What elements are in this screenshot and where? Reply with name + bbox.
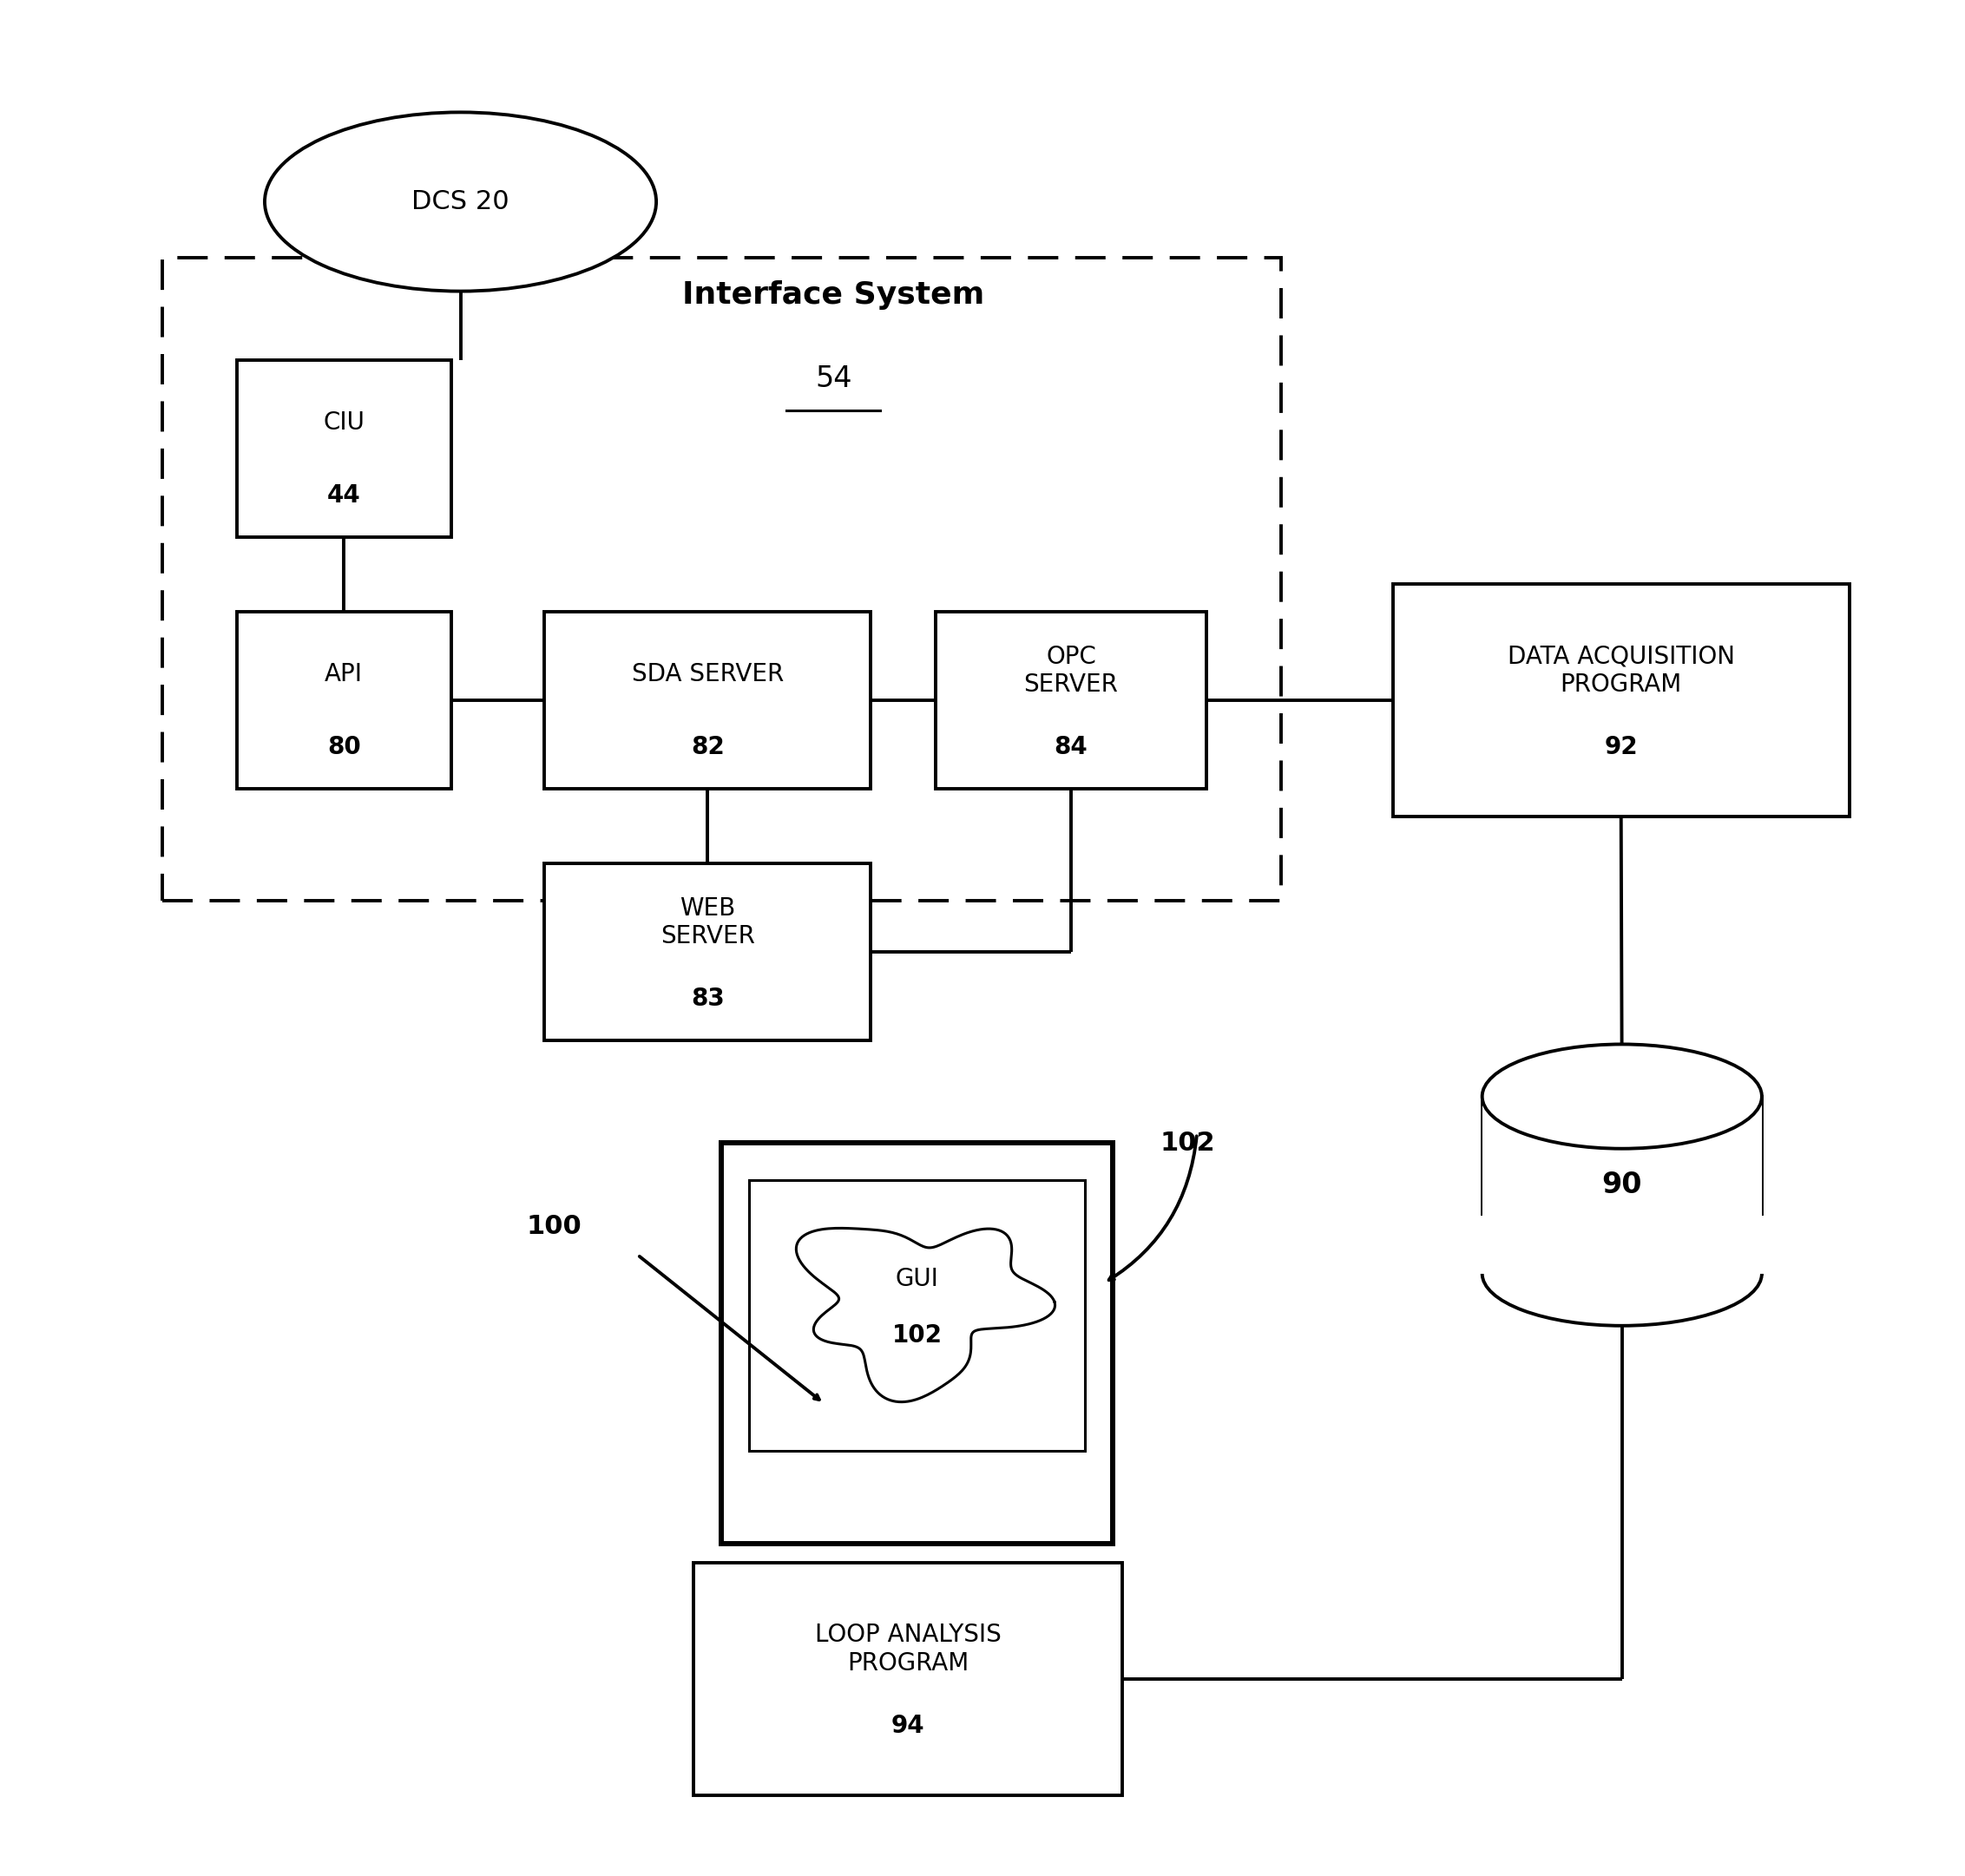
Bar [721, 1142, 1112, 1544]
Bar [236, 360, 452, 537]
Bar [935, 612, 1207, 790]
Text: GUI: GUI [896, 1266, 939, 1291]
Bar [694, 1563, 1122, 1795]
Text: 80: 80 [326, 735, 362, 760]
Text: 83: 83 [690, 987, 725, 1011]
Bar [1482, 1096, 1763, 1274]
Bar [163, 257, 1281, 900]
Text: Interface System: Interface System [682, 280, 984, 310]
Text: 44: 44 [326, 484, 362, 508]
Text: WEB
SERVER: WEB SERVER [660, 897, 755, 949]
Bar [1476, 1216, 1767, 1274]
Ellipse shape [1482, 1045, 1763, 1148]
Text: 102: 102 [1159, 1131, 1214, 1156]
Text: SDA SERVER: SDA SERVER [631, 662, 784, 687]
Ellipse shape [265, 113, 656, 291]
Text: API: API [324, 662, 364, 687]
Text: 90: 90 [1601, 1171, 1643, 1199]
Text: CIU: CIU [322, 411, 365, 435]
Text: 82: 82 [690, 735, 725, 760]
Text: DATA ACQUISITION
PROGRAM: DATA ACQUISITION PROGRAM [1507, 643, 1735, 696]
Text: 84: 84 [1055, 735, 1089, 760]
Bar [544, 863, 870, 1041]
Text: 94: 94 [892, 1713, 926, 1737]
Text: 102: 102 [892, 1323, 943, 1347]
Text: OPC
SERVER: OPC SERVER [1024, 643, 1118, 696]
Text: 92: 92 [1603, 735, 1637, 760]
Text: 100: 100 [527, 1214, 582, 1240]
Text: LOOP ANALYSIS
PROGRAM: LOOP ANALYSIS PROGRAM [815, 1623, 1000, 1675]
Bar [749, 1180, 1085, 1450]
Text: DCS 20: DCS 20 [411, 189, 509, 214]
Bar [236, 612, 452, 790]
Bar [544, 612, 870, 790]
Polygon shape [796, 1229, 1055, 1401]
Ellipse shape [1482, 1221, 1763, 1326]
Bar [1393, 583, 1849, 816]
Text: 54: 54 [815, 364, 851, 394]
